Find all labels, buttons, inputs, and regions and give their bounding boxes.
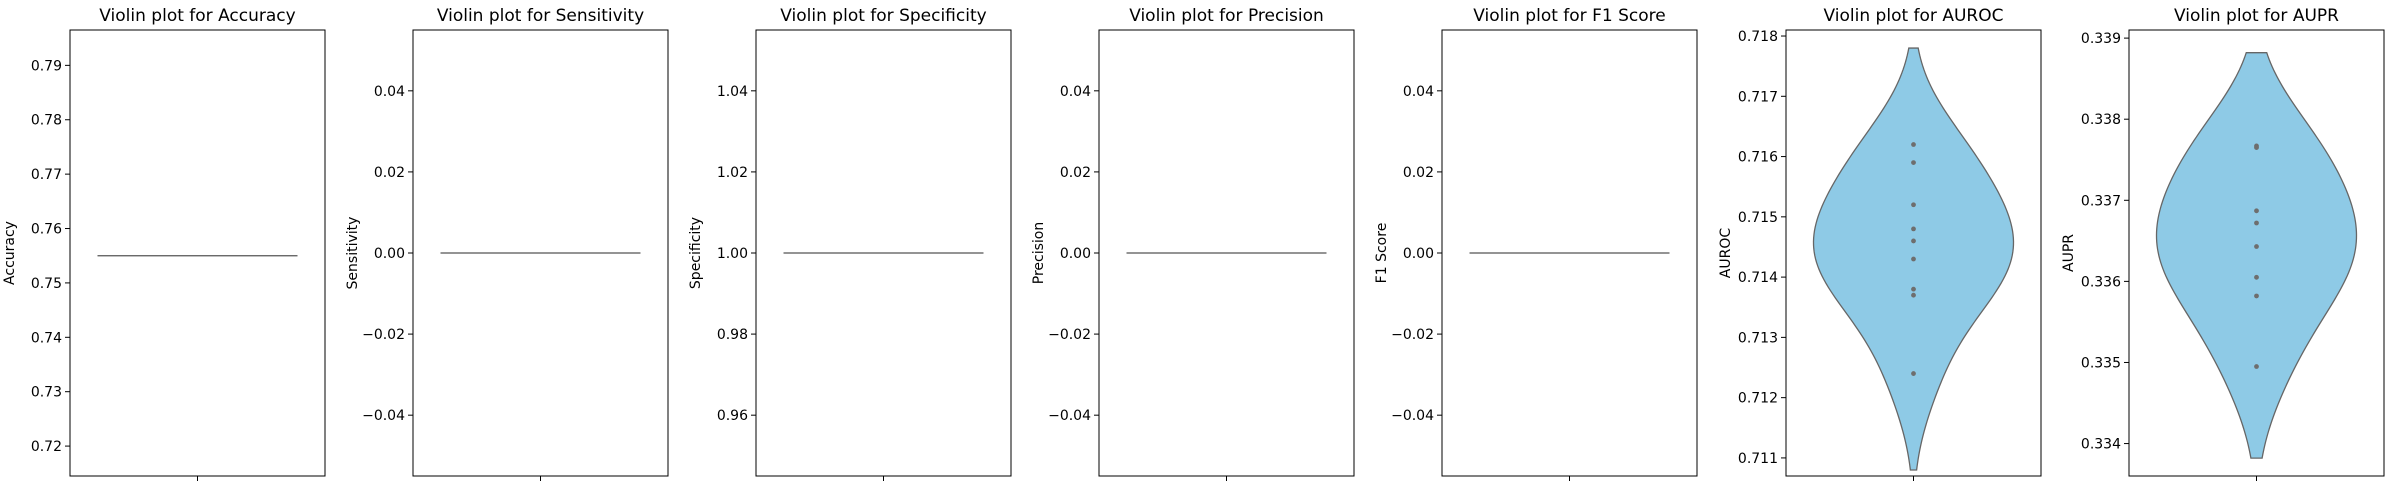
y-tick-label: 0.04 [1403,84,1434,100]
y-tick-label: 0.335 [2081,355,2121,371]
subplot-title: Violin plot for AUROC [1824,6,2004,26]
y-tick-label: 0.96 [717,408,748,424]
subplot-title: Violin plot for Precision [1129,6,1324,26]
y-tick-label: −0.04 [1391,408,1434,424]
y-tick-label: 0.79 [31,58,62,74]
y-tick-label: 0.336 [2081,274,2121,290]
y-tick-label: −0.04 [1048,408,1091,424]
subplot-title: Violin plot for F1 Score [1473,6,1665,26]
data-point [1911,226,1916,232]
data-point [1911,256,1916,262]
y-tick-label: −0.02 [1391,327,1434,343]
y-tick-label: 0.715 [1738,210,1778,226]
y-tick-label: −0.02 [1048,327,1091,343]
axes-frame [1441,29,1698,477]
y-tick-label: 0.02 [1060,165,1091,181]
data-point [1911,142,1916,147]
y-tick-label: 0.78 [31,113,62,129]
y-tick-label: −0.02 [362,327,405,343]
axes-frame [412,29,669,477]
axes-frame [1785,29,2042,477]
subplot-title: Violin plot for AUPR [2174,6,2339,26]
data-point [2254,244,2259,249]
y-tick-label: 0.334 [2081,437,2121,453]
y-tick-label: 0.717 [1738,89,1778,105]
y-tick-label: 0.75 [31,276,62,292]
axes-frame [755,29,1012,477]
subplot-6: Violin plot for AUROC AUROC 0.711 0.712 0.71… [1718,6,2042,481]
y-axis-label: Precision [1031,222,1047,284]
axes-frame [2128,29,2385,477]
data-point [1911,160,1916,165]
y-tick-label: 0.716 [1738,150,1778,166]
subplot-1: Violin plot for Accuracy Accuracy 0.72 0.73… [2,6,326,481]
y-axis-label: AUROC [1718,228,1734,279]
y-tick-label: 0.713 [1738,330,1778,346]
data-point [1911,371,1916,376]
data-point [2254,220,2259,226]
axes-frame [1098,29,1355,477]
y-tick-label: 0.718 [1738,29,1778,45]
data-point [1911,292,1916,298]
y-tick-label: 0.77 [31,167,62,183]
subplot-title: Violin plot for Specificity [780,6,986,26]
y-tick-label: 0.339 [2081,31,2121,47]
data-point [2254,293,2259,299]
y-tick-label: 0.02 [1403,165,1434,181]
y-tick-label: 0.338 [2081,112,2121,128]
y-tick-label: 0.72 [31,439,62,455]
data-point [2254,274,2259,280]
y-tick-label: 0.02 [374,165,405,181]
y-axis-label: F1 Score [1374,223,1390,284]
data-point [2254,145,2259,150]
y-tick-label: 0.73 [31,385,62,401]
axes-frame [69,29,326,477]
y-tick-label: 0.98 [717,327,748,343]
y-tick-label: 0.74 [31,330,62,346]
y-tick-label: 0.711 [1738,451,1778,467]
subplot-title: Violin plot for Accuracy [99,6,295,26]
y-tick-label: 0.00 [1403,246,1434,262]
y-axis-label: Sensitivity [345,217,361,290]
y-tick-label: 0.712 [1738,391,1778,407]
subplot-7: Violin plot for AUPR AUPR 0.334 0.335 0.336 0… [2061,6,2385,481]
data-point [1911,202,1916,208]
y-tick-label: 1.02 [717,165,748,181]
data-point [1911,286,1916,292]
y-tick-label: 0.714 [1738,270,1778,286]
y-tick-label: 1.00 [717,246,748,262]
y-tick-label: 0.00 [1060,246,1091,262]
y-tick-label: 1.04 [717,84,748,100]
y-tick-label: 0.04 [1060,84,1091,100]
subplot-2: Violin plot for Sensitivity Sensitivity −0… [345,6,669,481]
data-point [2254,208,2259,214]
subplot-5: Violin plot for F1 Score F1 Score −0.04 −0.… [1374,6,1698,481]
subplot-4: Violin plot for Precision Precision −0.04 −… [1031,6,1355,481]
data-point [1911,238,1916,244]
y-tick-label: 0.337 [2081,193,2121,209]
y-axis-label: Specificity [688,217,704,289]
data-point [2254,364,2259,369]
y-tick-label: 0.76 [31,222,62,238]
y-tick-label: 0.04 [374,84,405,100]
subplot-3: Violin plot for Specificity Specificity 0.… [688,6,1012,481]
subplot-title: Violin plot for Sensitivity [437,6,644,26]
y-axis-label: AUPR [2061,234,2077,272]
y-tick-label: 0.00 [374,246,405,262]
violin-body [2155,52,2358,459]
y-axis-label: Accuracy [2,221,18,285]
y-tick-label: −0.04 [362,408,405,424]
